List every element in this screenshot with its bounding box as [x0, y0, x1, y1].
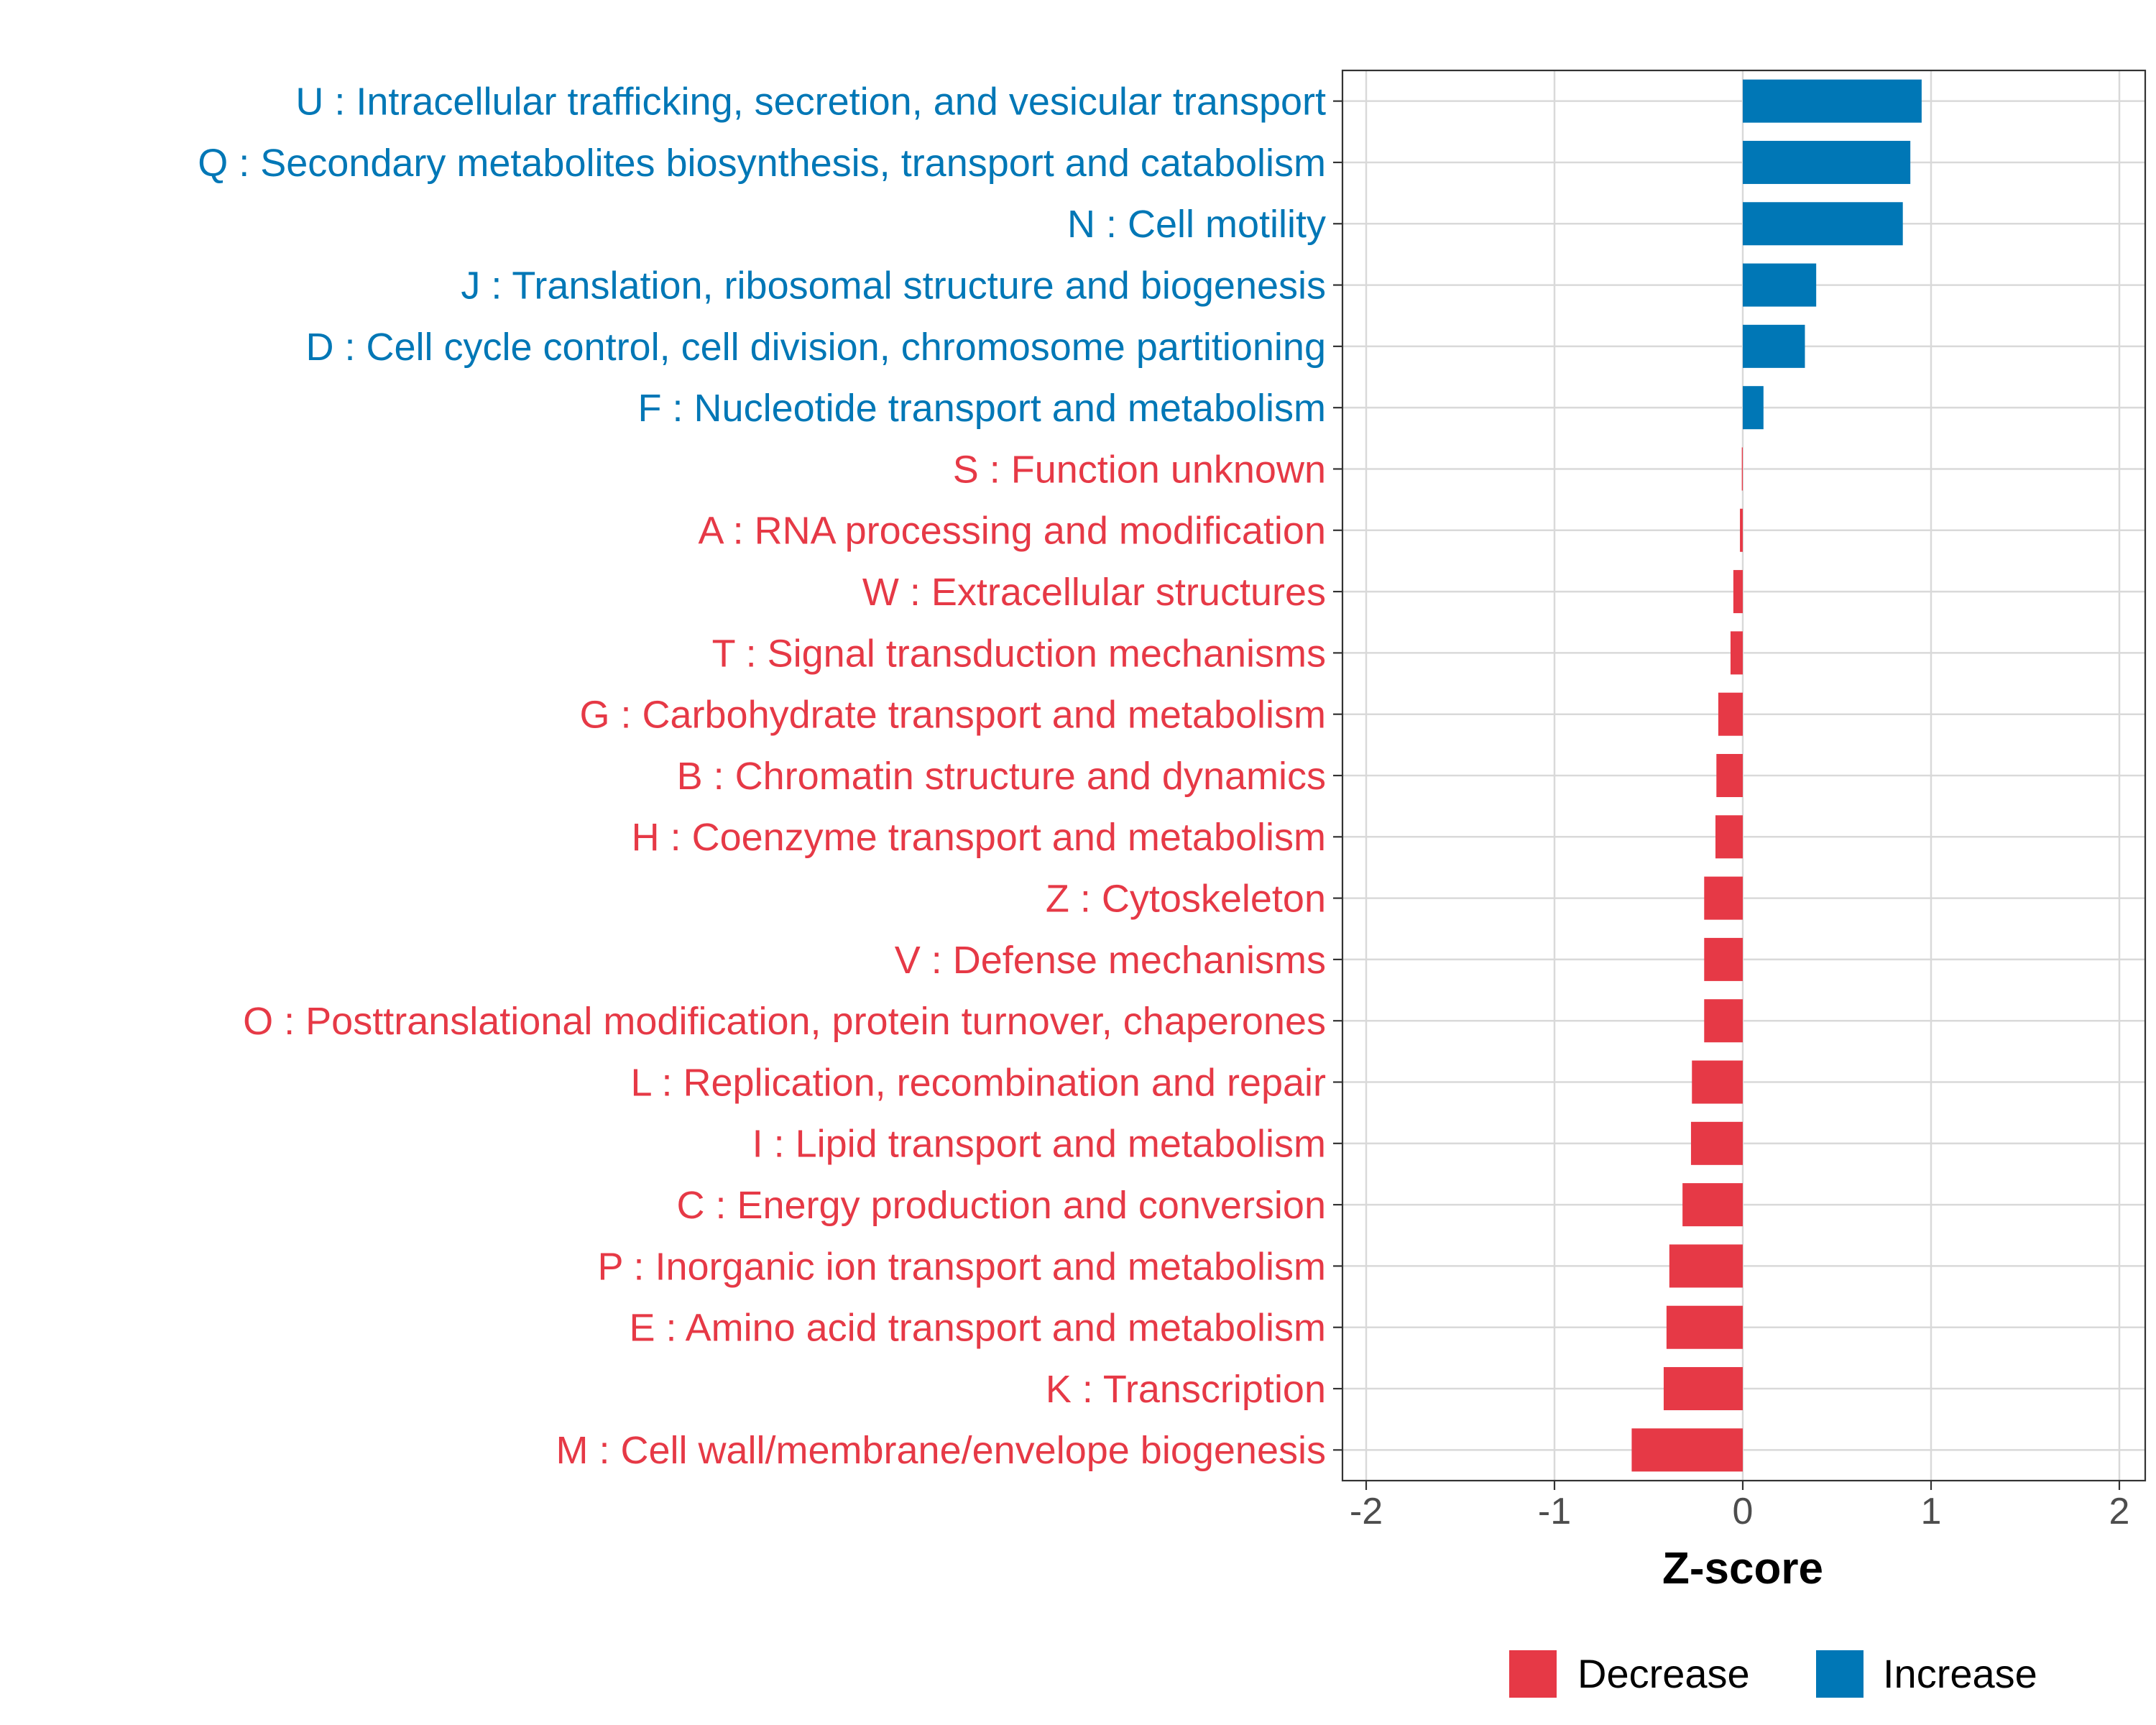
bar-V: [1704, 937, 1743, 981]
legend: Decrease Increase: [1509, 1650, 2037, 1698]
bar-W: [1733, 570, 1743, 614]
x-tick-label: -1: [1538, 1491, 1571, 1532]
bar-U: [1743, 79, 1922, 123]
category-label: M : Cell wall/membrane/envelope biogenes…: [556, 1429, 1326, 1472]
category-label: F : Nucleotide transport and metabolism: [638, 387, 1326, 430]
bar-H: [1715, 815, 1743, 859]
category-label: Z : Cytoskeleton: [1046, 878, 1326, 921]
category-label: S : Function unknown: [953, 448, 1326, 491]
category-label: P : Inorganic ion transport and metaboli…: [597, 1245, 1326, 1288]
legend-key-increase: [1816, 1650, 1864, 1698]
category-label: W : Extracellular structures: [862, 571, 1326, 614]
x-tick-label: 1: [1921, 1491, 1942, 1532]
category-label: D : Cell cycle control, cell division, c…: [305, 326, 1326, 369]
bar-N: [1743, 202, 1903, 246]
category-label: Q : Secondary metabolites biosynthesis, …: [198, 142, 1326, 185]
x-tick-label: 2: [2109, 1491, 2130, 1532]
category-labels: U : Intracellular trafficking, secretion…: [198, 80, 1326, 1473]
bar-B: [1716, 754, 1743, 797]
y-axis-ticks: [1333, 100, 1342, 1451]
bar-Q: [1743, 140, 1911, 184]
category-label: N : Cell motility: [1067, 203, 1326, 246]
bars: [1631, 79, 1922, 1472]
bar-D: [1743, 324, 1805, 368]
x-tick-label: -2: [1350, 1491, 1383, 1532]
bar-I: [1690, 1121, 1743, 1165]
bar-O: [1704, 999, 1743, 1043]
bar-J: [1743, 263, 1817, 307]
category-label: O : Posttranslational modification, prot…: [243, 1000, 1326, 1043]
category-label: L : Replication, recombination and repai…: [630, 1061, 1326, 1104]
bar-C: [1682, 1183, 1743, 1227]
category-label: V : Defense mechanisms: [895, 939, 1326, 982]
legend-key-decrease: [1509, 1650, 1557, 1698]
legend-label-decrease: Decrease: [1577, 1651, 1750, 1696]
category-label: J : Translation, ribosomal structure and…: [461, 264, 1326, 307]
category-label: A : RNA processing and modification: [699, 510, 1326, 553]
bar-G: [1718, 692, 1743, 736]
x-axis-ticks: [1365, 1481, 2121, 1490]
category-label: G : Carbohydrate transport and metabolis…: [580, 694, 1327, 737]
category-label: B : Chromatin structure and dynamics: [677, 755, 1326, 798]
category-label: T : Signal transduction mechanisms: [712, 632, 1326, 675]
category-label: K : Transcription: [1046, 1368, 1326, 1411]
bar-S: [1741, 447, 1743, 491]
legend-label-increase: Increase: [1883, 1651, 2037, 1696]
category-label: U : Intracellular trafficking, secretion…: [295, 80, 1326, 124]
bar-P: [1669, 1244, 1743, 1288]
x-tick-label: 0: [1733, 1491, 1754, 1532]
x-axis-title: Z-score: [1662, 1544, 1823, 1593]
bar-L: [1692, 1060, 1743, 1104]
bar-M: [1631, 1428, 1743, 1472]
category-label: I : Lipid transport and metabolism: [752, 1123, 1326, 1166]
bar-K: [1663, 1367, 1743, 1411]
bar-Z: [1704, 876, 1743, 920]
bar-T: [1730, 631, 1743, 675]
category-label: C : Energy production and conversion: [676, 1184, 1326, 1227]
category-label: H : Coenzyme transport and metabolism: [632, 816, 1326, 859]
bar-A: [1740, 508, 1743, 552]
x-axis-tick-labels: -2 -1 0 1 2: [1350, 1491, 2130, 1532]
category-label: E : Amino acid transport and metabolism: [630, 1307, 1326, 1350]
bar-E: [1666, 1305, 1743, 1349]
bar-F: [1743, 386, 1764, 430]
